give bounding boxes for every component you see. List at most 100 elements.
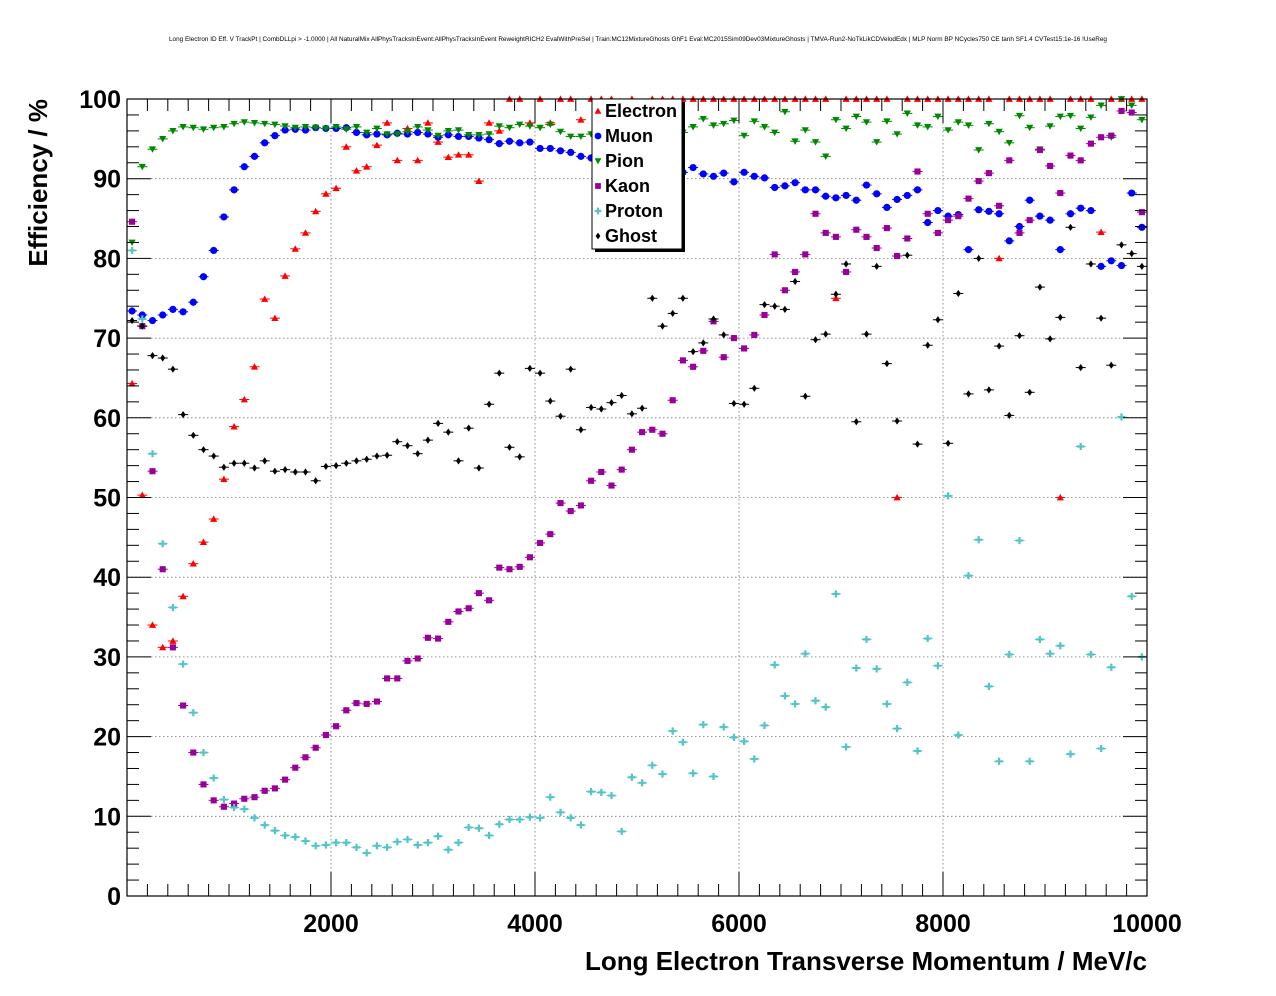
data-point [373, 141, 381, 149]
data-point [567, 133, 575, 141]
data-point [782, 305, 788, 314]
data-point [272, 467, 278, 475]
data-point [425, 436, 431, 444]
data-point [333, 462, 339, 470]
data-point [374, 452, 380, 460]
data-point [485, 831, 493, 840]
data-point [823, 330, 829, 338]
data-point [343, 459, 349, 467]
data-point [476, 464, 482, 472]
data-point [751, 384, 757, 392]
data-point [291, 245, 299, 252]
data-point [649, 426, 656, 433]
data-point [822, 192, 830, 200]
data-point [547, 397, 553, 405]
data-point [1138, 209, 1145, 216]
data-point [250, 363, 259, 370]
data-point [517, 453, 523, 461]
data-point [578, 426, 584, 434]
data-point [893, 725, 901, 733]
data-point [128, 379, 136, 387]
data-point [924, 210, 931, 217]
data-point [363, 163, 371, 170]
data-point [180, 702, 187, 709]
data-point [873, 244, 880, 252]
data-point [352, 128, 361, 137]
data-point [189, 298, 197, 306]
legend-item-muon: Muon [594, 126, 653, 146]
data-point [435, 419, 441, 427]
data-point [873, 190, 881, 198]
data-point [832, 116, 840, 124]
y-tick-label: 80 [93, 245, 121, 273]
data-point [384, 451, 390, 459]
data-point [231, 800, 238, 807]
data-point [352, 167, 361, 174]
data-point [394, 438, 400, 446]
data-point [832, 194, 840, 202]
data-point [486, 597, 493, 604]
data-point [159, 540, 167, 548]
data-point [342, 126, 350, 133]
data-point [210, 797, 217, 804]
data-point [1097, 262, 1105, 270]
data-point [322, 731, 329, 739]
data-point [945, 217, 952, 224]
data-point [199, 273, 208, 281]
data-point [995, 128, 1003, 136]
data-point [1108, 132, 1115, 139]
data-point [404, 442, 411, 450]
data-point [1036, 212, 1044, 220]
data-point [995, 757, 1003, 765]
data-point [812, 336, 819, 344]
data-point [618, 827, 626, 836]
data-point [924, 634, 932, 643]
chart-title: Long Electron ID Eff. V TrackPt | CombDL… [169, 36, 1107, 43]
data-point [1128, 102, 1136, 109]
data-point [322, 125, 330, 133]
data-point [363, 129, 371, 137]
data-point [1139, 262, 1145, 270]
data-point [567, 507, 574, 515]
data-point [496, 564, 503, 571]
data-point [577, 821, 585, 829]
data-point [884, 360, 890, 368]
data-point [189, 560, 197, 567]
data-point [595, 183, 601, 189]
data-point [466, 424, 472, 432]
data-point [781, 108, 789, 116]
data-point [750, 755, 758, 763]
data-point [914, 168, 921, 175]
data-point [475, 824, 483, 832]
legend: Electron Muon Pion Kaon Proton Ghost [591, 98, 685, 252]
data-point [281, 831, 289, 840]
data-point [639, 429, 646, 436]
data-point [781, 287, 788, 294]
data-point [170, 365, 176, 373]
data-point [801, 186, 809, 194]
data-point [403, 128, 412, 136]
data-point [629, 410, 635, 418]
data-point [1046, 650, 1054, 658]
data-point [444, 846, 452, 854]
data-point [424, 119, 432, 126]
data-point [709, 172, 718, 180]
data-point [658, 770, 667, 778]
data-point [546, 144, 554, 153]
data-point [271, 132, 279, 140]
legend-item-kaon: Kaon [595, 176, 650, 196]
data-point [750, 118, 758, 125]
data-point [159, 566, 166, 573]
data-point [1006, 157, 1013, 164]
data-point [1046, 216, 1054, 224]
data-point [996, 342, 1002, 350]
data-point [323, 462, 329, 471]
data-point [791, 179, 799, 187]
data-point [231, 459, 237, 467]
data-point [833, 290, 839, 298]
data-point [220, 475, 228, 483]
data-point [363, 849, 371, 857]
data-point [852, 196, 860, 204]
data-point [352, 843, 361, 851]
